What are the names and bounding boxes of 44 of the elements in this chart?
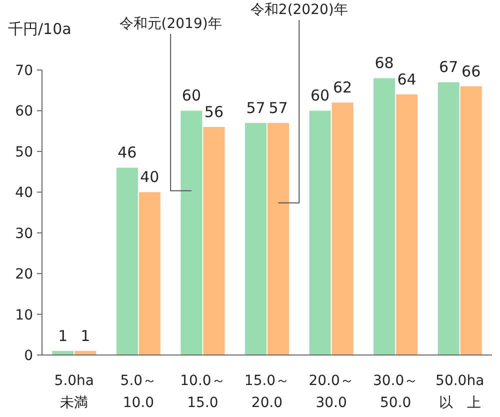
data-label: 57 bbox=[268, 98, 288, 117]
y-tick-label: 60 bbox=[15, 104, 33, 120]
bar bbox=[460, 86, 482, 355]
data-label: 67 bbox=[439, 58, 458, 76]
y-axis-title: 千円/10a bbox=[8, 20, 72, 38]
data-label: 56 bbox=[204, 103, 224, 121]
bar bbox=[309, 110, 331, 355]
data-label: 62 bbox=[332, 78, 352, 97]
bar bbox=[332, 102, 354, 355]
bar bbox=[180, 110, 202, 355]
x-tick-label: 20.0～ 30.0 bbox=[308, 373, 354, 411]
bar bbox=[438, 82, 460, 355]
y-tick-label: 0 bbox=[24, 348, 33, 364]
bar bbox=[116, 168, 138, 355]
y-tick-label: 20 bbox=[15, 266, 33, 283]
y-tick-label: 40 bbox=[15, 185, 33, 202]
x-tick-label: 30.0～ 50.0 bbox=[372, 373, 418, 411]
x-tick-label: 5.0～ 10.0 bbox=[120, 373, 157, 411]
text: 令和元(2019)年 bbox=[119, 16, 222, 32]
data-label: 40 bbox=[140, 168, 160, 186]
data-label: 57 bbox=[246, 98, 266, 117]
bar bbox=[396, 94, 418, 355]
x-tick-label: 15.0～ 20.0 bbox=[244, 373, 290, 411]
data-label: 60 bbox=[310, 86, 330, 105]
data-label: 60 bbox=[182, 86, 202, 105]
data-label: 1 bbox=[80, 326, 90, 345]
bar bbox=[245, 122, 266, 355]
data-label: 64 bbox=[397, 70, 416, 88]
data-label: 68 bbox=[374, 54, 394, 72]
data-label: 1 bbox=[58, 326, 68, 345]
y-tick-label: 50 bbox=[15, 144, 33, 160]
data-label: 46 bbox=[118, 144, 137, 162]
data-label: 66 bbox=[462, 62, 481, 80]
y-tick-label: 70 bbox=[15, 63, 33, 79]
bar bbox=[374, 78, 396, 355]
bar bbox=[268, 122, 289, 355]
x-tick-label: 50.0ha 以 上 bbox=[436, 373, 484, 411]
x-tick-label: 10.0～ 15.0 bbox=[180, 373, 226, 411]
y-tick-label: 30 bbox=[15, 226, 33, 242]
bar bbox=[138, 192, 160, 355]
x-tick-label: 5.0ha 未満 bbox=[54, 373, 94, 411]
bar bbox=[203, 127, 225, 355]
text: 令和2(2020)年 bbox=[250, 2, 348, 18]
y-tick-label: 10 bbox=[15, 307, 33, 324]
